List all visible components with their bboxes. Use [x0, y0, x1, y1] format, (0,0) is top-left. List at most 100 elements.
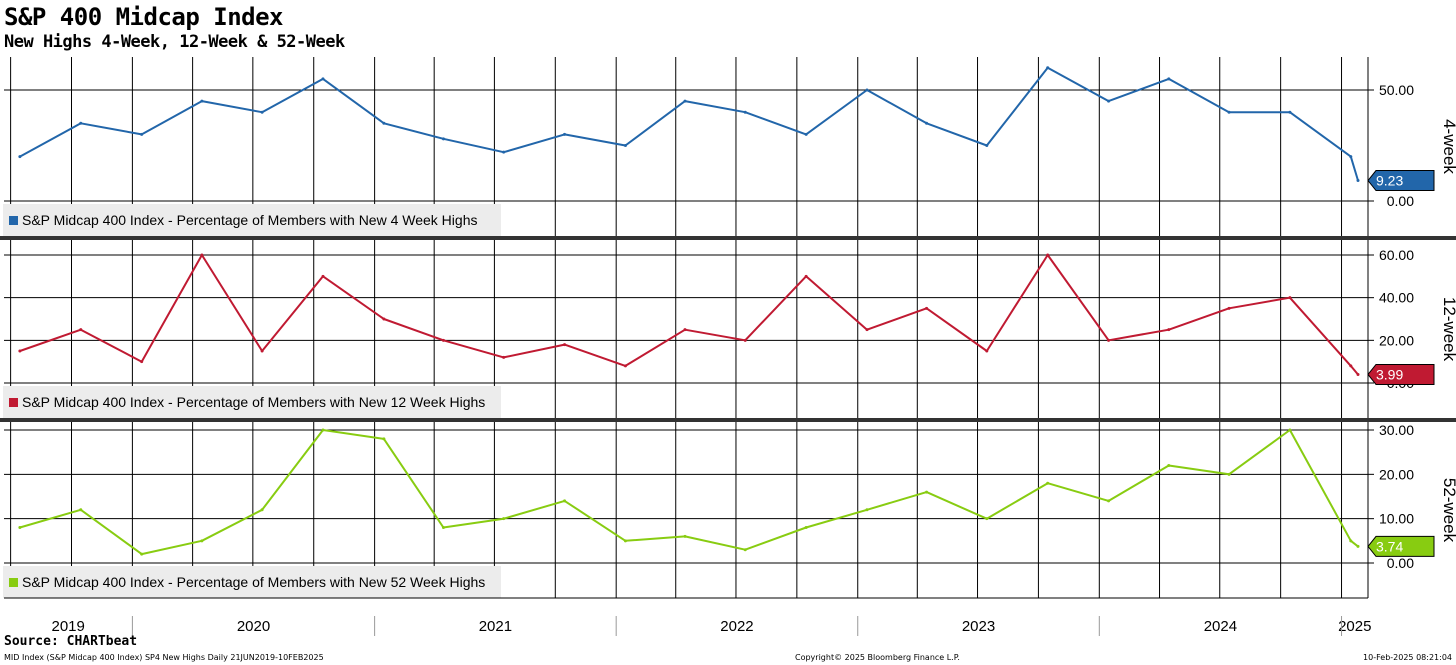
- data-point: [321, 77, 325, 81]
- legend-box: [3, 386, 501, 418]
- data-point: [382, 317, 386, 321]
- data-point: [1349, 539, 1353, 543]
- data-point: [1167, 328, 1171, 332]
- data-point: [683, 99, 687, 103]
- data-point: [743, 548, 747, 552]
- data-point: [1356, 544, 1360, 548]
- data-point: [985, 349, 989, 353]
- data-point: [865, 508, 869, 512]
- data-point: [382, 437, 386, 441]
- legend-swatch: [9, 578, 18, 587]
- data-point: [140, 132, 144, 136]
- legend-box: [3, 204, 501, 236]
- series-line-12-week: [19, 254, 1359, 376]
- x-tick-label: 2025: [1338, 618, 1371, 635]
- x-tick-label: 2019: [52, 618, 85, 635]
- data-point: [79, 121, 83, 125]
- data-point: [502, 517, 506, 521]
- legend-label: S&P Midcap 400 Index - Percentage of Mem…: [22, 212, 477, 228]
- x-tick-label: 2024: [1204, 618, 1237, 635]
- data-point: [1107, 499, 1111, 503]
- data-point: [140, 360, 144, 364]
- data-point: [79, 328, 83, 332]
- data-point: [321, 428, 325, 432]
- data-point: [804, 132, 808, 136]
- data-point: [200, 99, 204, 103]
- data-point: [18, 155, 22, 159]
- data-point: [502, 355, 506, 359]
- chart-subtitle: New Highs 4-Week, 12-Week & 52-Week: [4, 32, 345, 52]
- data-point: [683, 534, 687, 538]
- panel-separator: [0, 418, 1456, 422]
- data-point: [1107, 338, 1111, 342]
- y-tick-label: 20.00: [1379, 332, 1414, 348]
- data-point: [1227, 306, 1231, 310]
- data-point: [441, 338, 445, 342]
- data-point: [985, 517, 989, 521]
- x-tick-label: 2023: [962, 618, 995, 635]
- x-tick-label: 2022: [720, 618, 753, 635]
- y-tick-label: 40.00: [1379, 290, 1414, 306]
- data-point: [1046, 253, 1050, 257]
- data-point: [683, 328, 687, 332]
- data-point: [18, 349, 22, 353]
- panel-4-week: 50.00 0.00 9.23 4-week S&P Midcap 400 Index …: [0, 57, 1456, 240]
- data-point: [18, 526, 22, 530]
- data-point: [140, 552, 144, 556]
- data-point: [925, 121, 929, 125]
- series-line-4-week: [19, 66, 1359, 181]
- series-info: MID Index (S&P Midcap 400 Index) SP4 New…: [4, 653, 324, 662]
- data-point: [1227, 472, 1231, 476]
- last-value-label: 9.23: [1376, 173, 1403, 189]
- data-point: [1167, 463, 1171, 467]
- data-point: [925, 490, 929, 494]
- last-value-badge: [1367, 170, 1435, 192]
- data-point: [925, 306, 929, 310]
- data-point: [865, 328, 869, 332]
- chart-title: S&P 400 Midcap Index: [4, 3, 283, 31]
- data-point: [260, 110, 264, 114]
- series-line-52-week: [19, 429, 1359, 556]
- data-point: [1167, 77, 1171, 81]
- data-point: [1356, 179, 1360, 183]
- panel-separator: [0, 236, 1456, 240]
- last-value-badge: [1367, 535, 1435, 557]
- data-point: [623, 539, 627, 543]
- data-point: [1356, 372, 1360, 376]
- data-point: [1349, 155, 1353, 159]
- last-value-label: 3.99: [1376, 366, 1403, 382]
- data-point: [260, 349, 264, 353]
- copyright-note: Copyright© 2025 Bloomberg Finance L.P.: [795, 653, 960, 662]
- panel-52-week: 30.00 20.00 10.00 0.003.74 52-week S&P Midcap…: [3, 422, 1456, 598]
- data-point: [1288, 428, 1292, 432]
- data-point: [382, 121, 386, 125]
- data-point: [1046, 481, 1050, 485]
- data-point: [743, 338, 747, 342]
- legend-swatch: [9, 398, 18, 407]
- y-tick-label: 0.00: [1387, 193, 1414, 209]
- data-point: [1349, 364, 1353, 368]
- panel-label: 4-week: [1440, 119, 1456, 174]
- data-point: [563, 343, 567, 347]
- data-point: [321, 274, 325, 278]
- source-note: Source: CHARTbeat: [4, 634, 138, 649]
- data-point: [1227, 110, 1231, 114]
- data-point: [441, 526, 445, 530]
- last-value-label: 3.74: [1376, 538, 1403, 554]
- y-tick-label: 0.00: [1387, 555, 1414, 571]
- timestamp: 10-Feb-2025 08:21:04: [1363, 653, 1452, 662]
- panel-label: 52-week: [1440, 478, 1456, 543]
- data-point: [502, 150, 506, 154]
- data-point: [1107, 99, 1111, 103]
- data-point: [79, 508, 83, 512]
- y-tick-label: 20.00: [1379, 466, 1414, 482]
- legend-label: S&P Midcap 400 Index - Percentage of Mem…: [22, 394, 485, 410]
- data-point: [985, 144, 989, 147]
- data-point: [200, 253, 204, 257]
- data-point: [865, 88, 869, 92]
- data-point: [623, 364, 627, 368]
- y-tick-label: 10.00: [1379, 511, 1414, 527]
- y-tick-label: 30.00: [1379, 422, 1414, 438]
- data-point: [1288, 296, 1292, 300]
